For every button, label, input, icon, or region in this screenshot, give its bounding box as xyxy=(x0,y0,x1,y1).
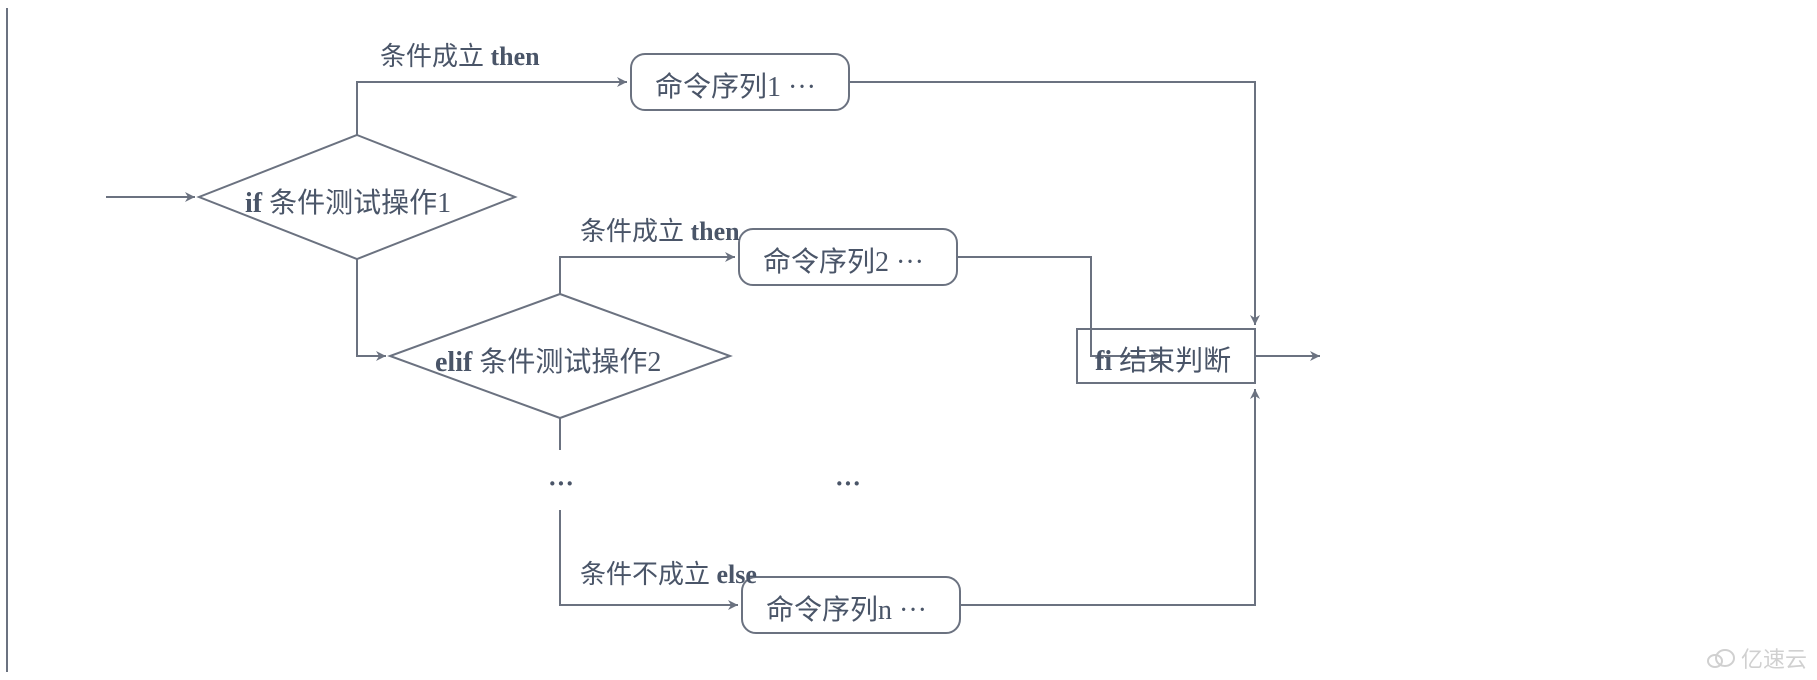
else-keyword: else xyxy=(717,560,757,589)
cmdn-label: 命令序列n ··· xyxy=(766,588,927,628)
watermark: 亿速云 xyxy=(1705,642,1807,674)
elif-label: elif 条件测试操作2 xyxy=(435,340,661,380)
elif-keyword: elif xyxy=(435,347,472,378)
if-keyword: if xyxy=(245,188,262,219)
fi-label: fi 结束判断 xyxy=(1095,339,1231,379)
cmd2-label: 命令序列2 ··· xyxy=(763,240,924,280)
then2-label: 条件成立 then xyxy=(580,211,740,248)
fi-text: 结束判断 xyxy=(1119,346,1231,377)
else-prefix: 条件不成立 xyxy=(580,560,710,589)
ellipsis-1: ··· xyxy=(548,469,574,499)
else-label: 条件不成立 else xyxy=(580,554,757,591)
fi-keyword: fi xyxy=(1095,346,1112,377)
ellipsis-2: ··· xyxy=(835,469,861,499)
then1-label: 条件成立 then xyxy=(380,36,540,73)
then1-prefix: 条件成立 xyxy=(380,42,484,71)
cmd1-label: 命令序列1 ··· xyxy=(655,65,816,105)
then2-keyword: then xyxy=(691,217,740,246)
elif-text: 条件测试操作2 xyxy=(479,347,661,378)
then1-keyword: then xyxy=(491,42,540,71)
if-label: if 条件测试操作1 xyxy=(245,181,451,221)
if-text: 条件测试操作1 xyxy=(269,188,451,219)
then2-prefix: 条件成立 xyxy=(580,217,684,246)
watermark-text: 亿速云 xyxy=(1741,642,1807,674)
flowchart-canvas xyxy=(0,0,1817,680)
